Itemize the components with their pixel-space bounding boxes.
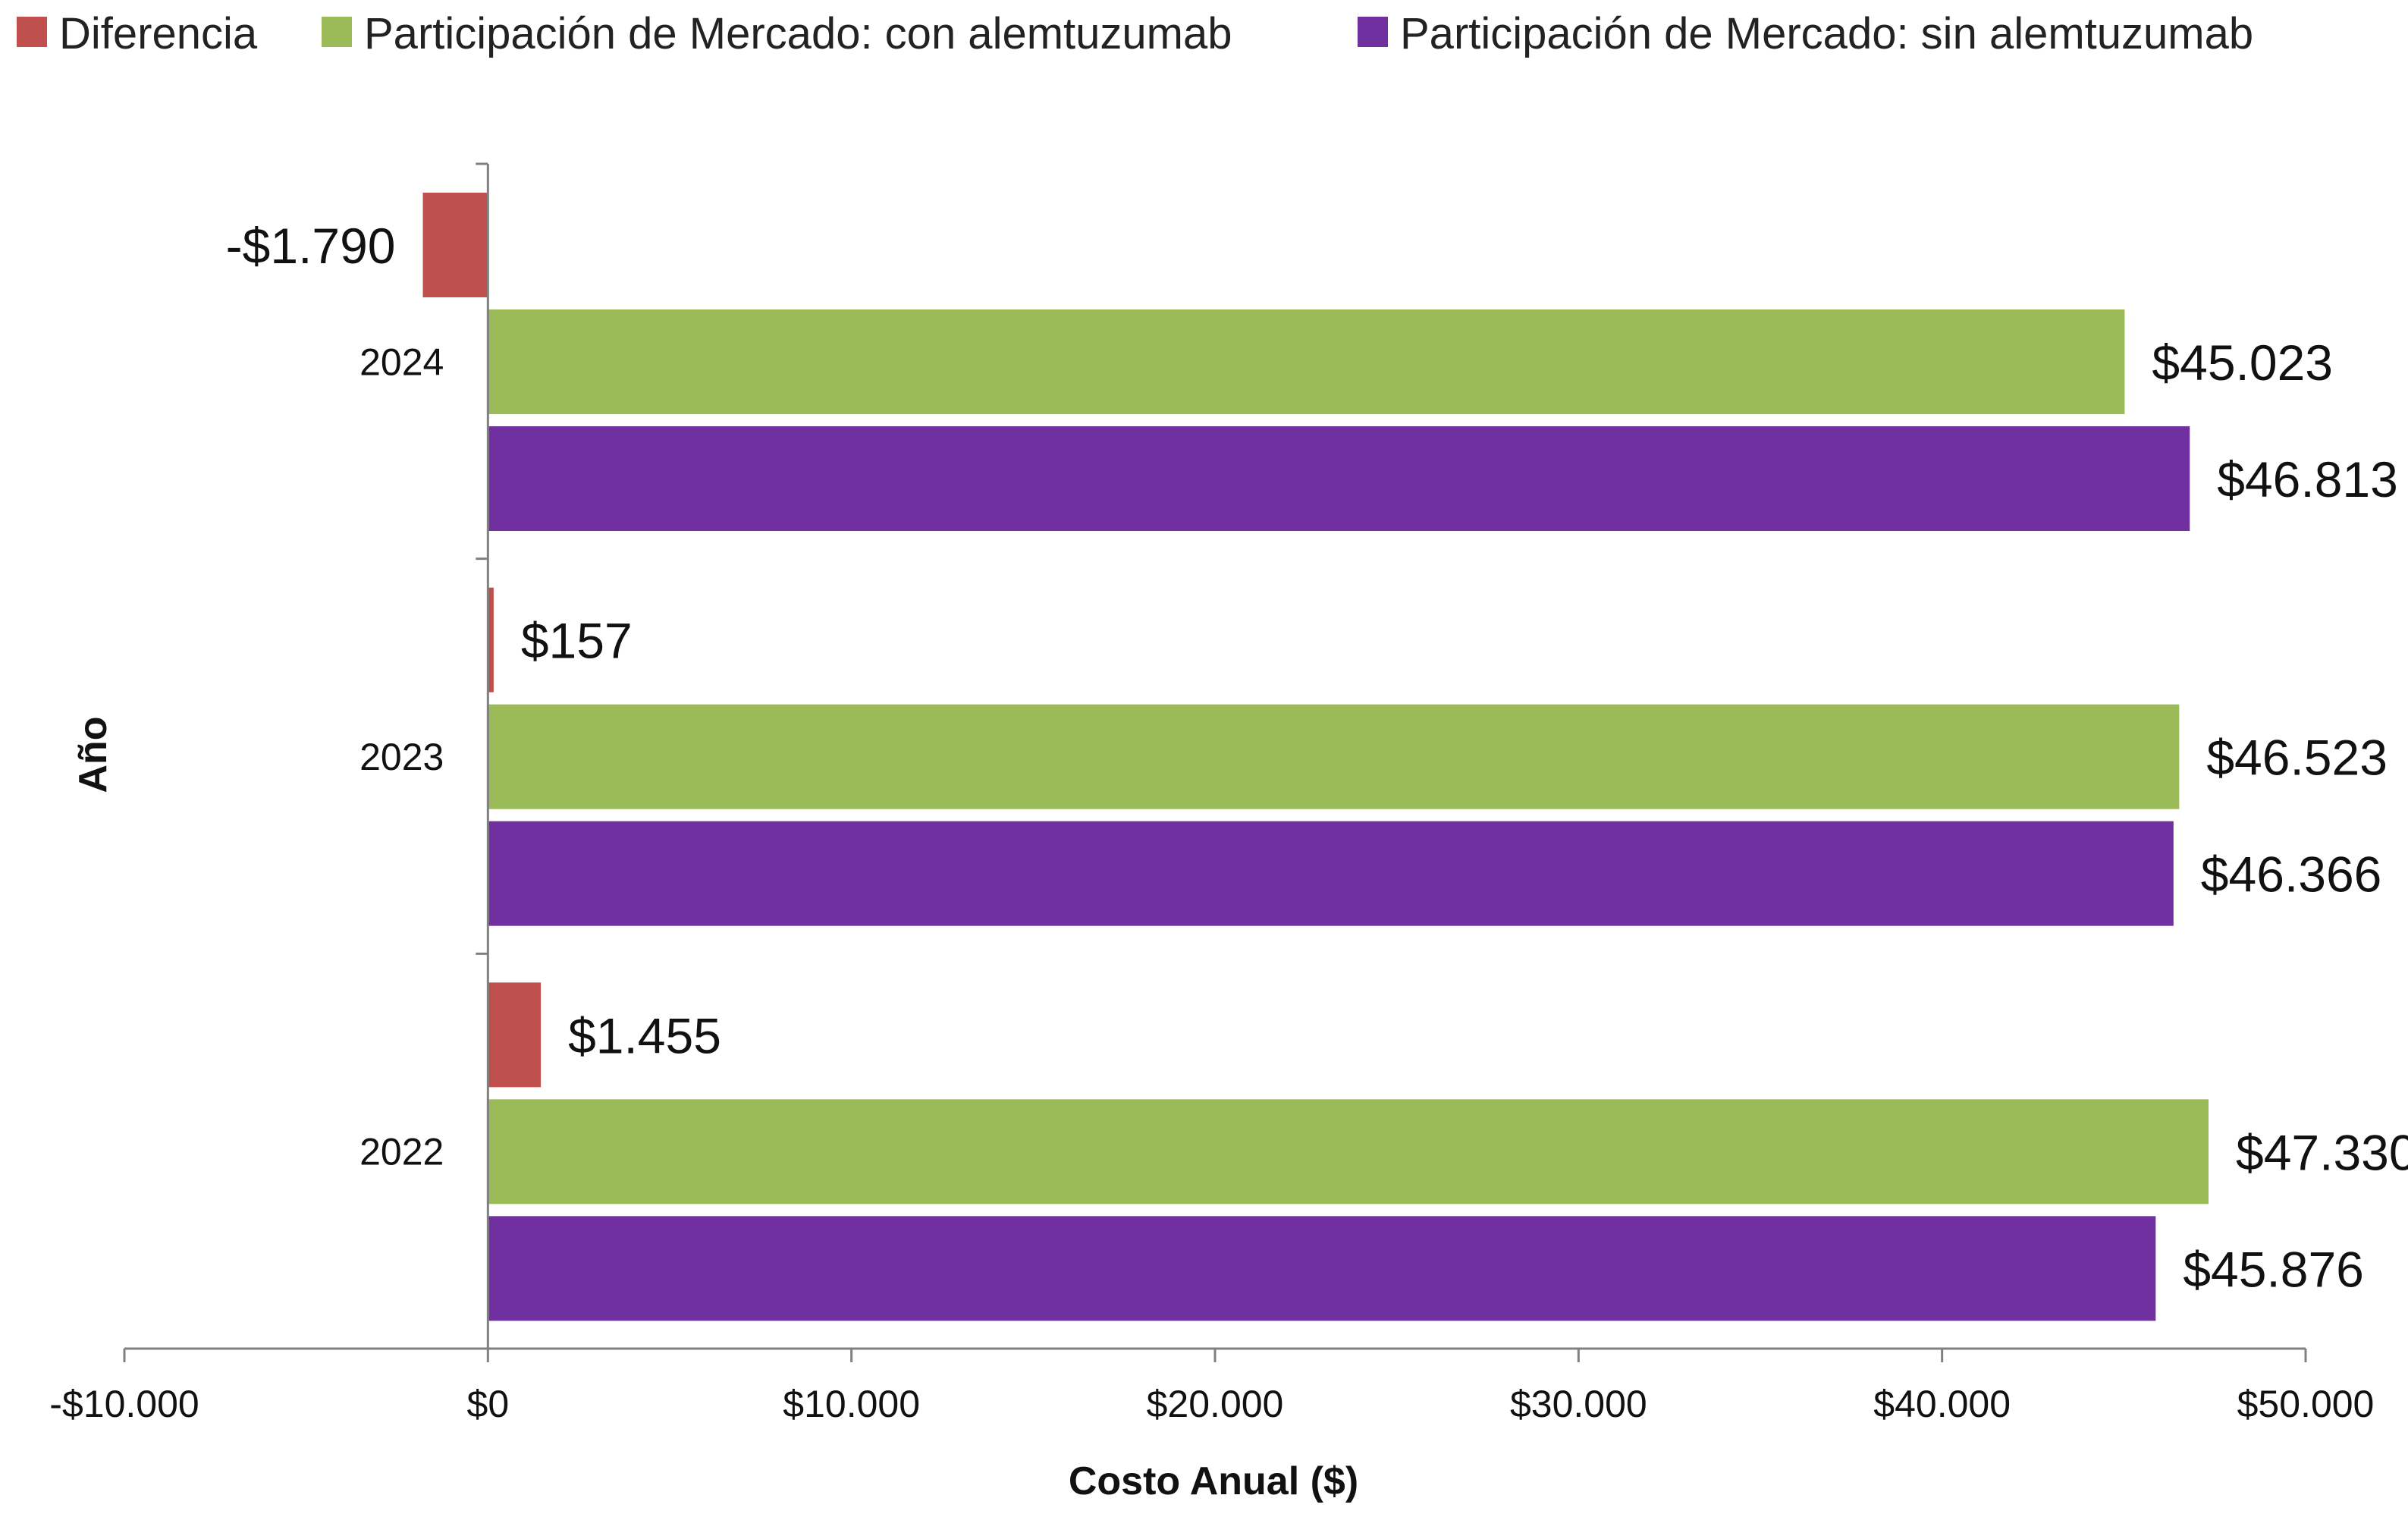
x-axis-title: Costo Anual ($): [1069, 1459, 1358, 1503]
x-tick-label: -$10.000: [49, 1383, 199, 1425]
data-label: $45.876: [2183, 1241, 2364, 1297]
bar-diferencia-2024: [422, 193, 488, 297]
axes: -$10.000 $0 $10.000 $20.000 $30.000 $40.000 $5…: [49, 162, 2375, 1425]
bar-participacion-de-mercado-sin-alemtuzumab-2024: [488, 426, 2190, 531]
x-tick-label: $30.000: [1510, 1383, 1647, 1425]
bar-participacion-de-mercado-sin-alemtuzumab-2022: [488, 1216, 2156, 1321]
y-tick-label: 2024: [359, 341, 444, 383]
y-tick-label: 2022: [359, 1131, 444, 1173]
bar-participacion-de-mercado-con-alemtuzumab-2022: [488, 1099, 2209, 1204]
bar-participacion-de-mercado-con-alemtuzumab-2024: [488, 309, 2125, 414]
legend-label-diferencia: Diferencia: [59, 9, 258, 58]
bar-participacion-de-mercado-con-alemtuzumab-2023: [488, 704, 2180, 809]
data-label: $46.523: [2206, 730, 2388, 786]
bars: -$1.790 $45.023 $46.813 $157 $46.523 $46.366 $…: [226, 193, 2408, 1321]
legend-swatch-diferencia: [17, 17, 47, 47]
x-tick-label: $0: [467, 1383, 510, 1425]
legend-label-participacion-de-mercado-sin-alemtuzumab: Participación de Mercado: sin alemtuzuma…: [1400, 9, 2253, 58]
data-label: $47.330: [2236, 1124, 2408, 1180]
bar-diferencia-2023: [488, 587, 494, 693]
legend-label-participacion-de-mercado-con-alemtuzumab: Participación de Mercado: con alemtuzuma…: [364, 9, 1232, 58]
x-tick-label: $40.000: [1873, 1383, 2011, 1425]
legend: Diferencia Participación de Mercado: con …: [17, 9, 2253, 58]
legend-swatch-participacion-de-mercado-sin-alemtuzumab: [1358, 17, 1388, 47]
x-tick-label: $50.000: [2237, 1383, 2375, 1425]
data-label: $1.455: [568, 1007, 721, 1063]
data-label: -$1.790: [226, 218, 396, 274]
data-label: $157: [521, 613, 633, 669]
data-label: $46.366: [2201, 846, 2382, 903]
data-label: $46.813: [2217, 451, 2398, 507]
y-axis-title: Año: [71, 716, 115, 793]
y-tick-label: 2023: [359, 736, 444, 778]
x-tick-label: $20.000: [1147, 1383, 1284, 1425]
data-label: $45.023: [2152, 334, 2333, 391]
x-tick-label: $10.000: [783, 1383, 920, 1425]
bar-participacion-de-mercado-sin-alemtuzumab-2023: [488, 821, 2174, 926]
legend-swatch-participacion-de-mercado-con-alemtuzumab: [322, 17, 352, 47]
bar-diferencia-2022: [488, 982, 542, 1088]
